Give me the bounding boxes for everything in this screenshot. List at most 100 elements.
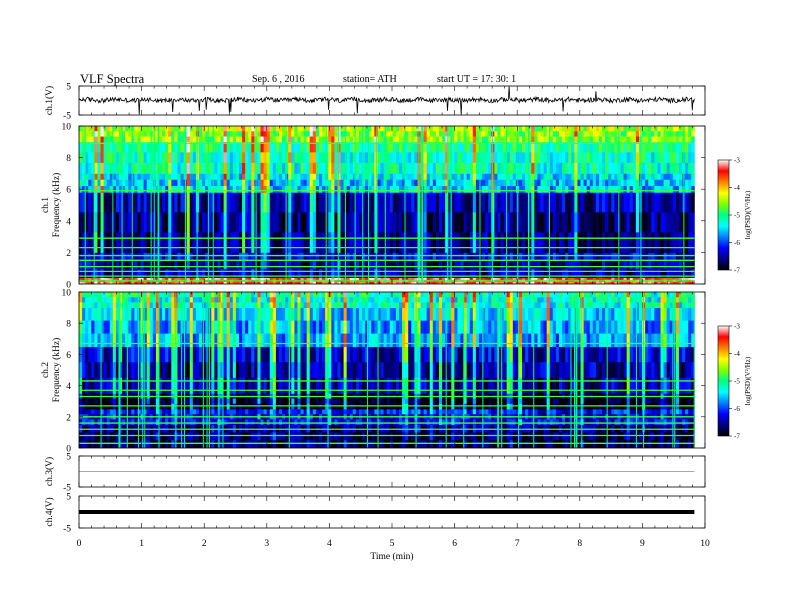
spectrogram-cell — [555, 281, 560, 284]
spectrogram-cell — [263, 440, 268, 448]
spectrogram-cell — [583, 141, 588, 153]
spectrogram-cell — [660, 152, 664, 164]
spectrogram-cell — [306, 281, 311, 284]
spectrogram-cell — [214, 131, 218, 137]
spectrogram-cell — [303, 126, 308, 132]
spectrogram-cell — [525, 131, 529, 137]
spectrogram-cell — [100, 192, 105, 213]
spectrogram-cell — [91, 432, 95, 441]
spectrogram-cell — [451, 152, 455, 164]
spectrogram-cell — [506, 277, 511, 281]
spectrogram-cell — [654, 179, 658, 187]
spectrogram-cell — [297, 136, 301, 143]
spectrogram-cell — [229, 432, 234, 441]
spectrogram-cell — [315, 232, 320, 253]
spectrogram-cell — [248, 419, 252, 425]
spectrogram-cell — [398, 252, 403, 262]
spectrogram-cell — [405, 269, 409, 279]
spectrogram-cell — [678, 186, 683, 193]
spectrogram-cell — [475, 252, 480, 262]
spectrogram-cell — [586, 232, 591, 253]
spectrogram-cell — [220, 292, 225, 298]
spectrogram-cell — [263, 333, 268, 347]
spectrogram-cell — [611, 232, 615, 253]
spectrogram-cell — [478, 212, 483, 233]
spectrogram-cell — [565, 179, 569, 187]
spectrogram-cell — [152, 419, 157, 425]
spectrogram-cell — [562, 126, 566, 132]
spectrogram-cell — [263, 126, 268, 132]
spectrogram-cell — [220, 136, 225, 143]
spectrogram-cell — [595, 252, 600, 262]
spectrogram-cell — [168, 432, 172, 441]
spectrogram-cell — [432, 152, 437, 164]
spectrogram-cell — [112, 192, 117, 213]
spectrogram-cell — [85, 432, 89, 441]
spectrogram-cell — [208, 307, 212, 321]
spectrogram-cell — [125, 136, 129, 143]
spectrogram-cell — [97, 126, 101, 132]
spectrogram-cell — [629, 192, 634, 213]
spectrogram-cell — [242, 260, 246, 270]
spectrogram-cell — [442, 162, 446, 174]
spectrogram-cell — [198, 269, 203, 279]
spectrogram-cell — [349, 252, 354, 262]
spectrogram-cell — [389, 179, 394, 187]
spectrogram-cell — [509, 141, 514, 153]
spectrogram-cell — [491, 281, 495, 284]
spectrogram-cell — [103, 377, 108, 394]
spectrogram-cell — [322, 192, 326, 213]
spectrogram-cell — [229, 398, 234, 405]
spectrogram-cell — [82, 162, 86, 174]
spectrogram-cell — [438, 281, 443, 284]
spectrogram-cell — [134, 173, 138, 181]
spectrogram-cell — [660, 252, 664, 262]
spectrogram-cell — [168, 419, 172, 425]
spectrogram-cell — [146, 297, 151, 303]
spectrogram-cell — [82, 302, 86, 308]
spectrogram-cell — [589, 232, 594, 253]
spectrogram-cell — [485, 186, 489, 193]
spectrogram-cell — [94, 281, 98, 284]
spectrogram-cell — [623, 260, 628, 270]
spectrogram-cell — [466, 173, 471, 181]
spectrogram-cell — [380, 186, 385, 193]
spectrogram-cell — [340, 192, 345, 213]
spectrogram-cell — [488, 186, 492, 193]
spectrogram-cell — [186, 162, 191, 174]
spectrogram-cell — [398, 162, 403, 174]
spectrogram-cell — [414, 173, 418, 181]
spectrogram-cell — [657, 131, 661, 137]
spectrogram-cell — [445, 277, 449, 281]
spectrogram-cell — [605, 277, 609, 281]
spectrogram-cell — [168, 281, 172, 284]
spectrogram-cell — [522, 260, 526, 270]
spectrogram-cell — [405, 131, 409, 137]
spectrogram-cell — [491, 186, 495, 193]
spectrogram-cell — [220, 419, 225, 425]
spectrogram-cell — [94, 252, 98, 262]
spectrogram-cell — [322, 126, 326, 132]
spectrogram-cell — [315, 277, 320, 281]
spectrogram-cell — [168, 173, 172, 181]
spectrogram-cell — [137, 281, 141, 284]
spectrogram-cell — [568, 252, 572, 262]
spectrogram-cell — [208, 398, 212, 405]
spectrogram-cell — [251, 126, 255, 132]
spectrogram-cell — [220, 440, 225, 448]
spectrogram-cell — [100, 162, 105, 174]
spectrogram-cell — [463, 192, 468, 213]
spectrogram-cell — [540, 173, 544, 181]
spectrogram-cell — [562, 192, 566, 213]
spectrogram-cell — [518, 212, 523, 233]
spectrogram-cell — [125, 281, 129, 284]
spectrogram-cell — [620, 126, 624, 132]
spectrogram-cell — [226, 179, 231, 187]
spectrogram-cell — [663, 269, 668, 279]
spectrogram-cell — [94, 126, 98, 132]
spectrogram-cell — [269, 277, 274, 281]
spectrogram-cell — [143, 173, 148, 181]
spectrogram-cell — [469, 162, 474, 174]
spectrogram-cell — [202, 152, 206, 164]
spectrogram-cell — [340, 232, 345, 253]
